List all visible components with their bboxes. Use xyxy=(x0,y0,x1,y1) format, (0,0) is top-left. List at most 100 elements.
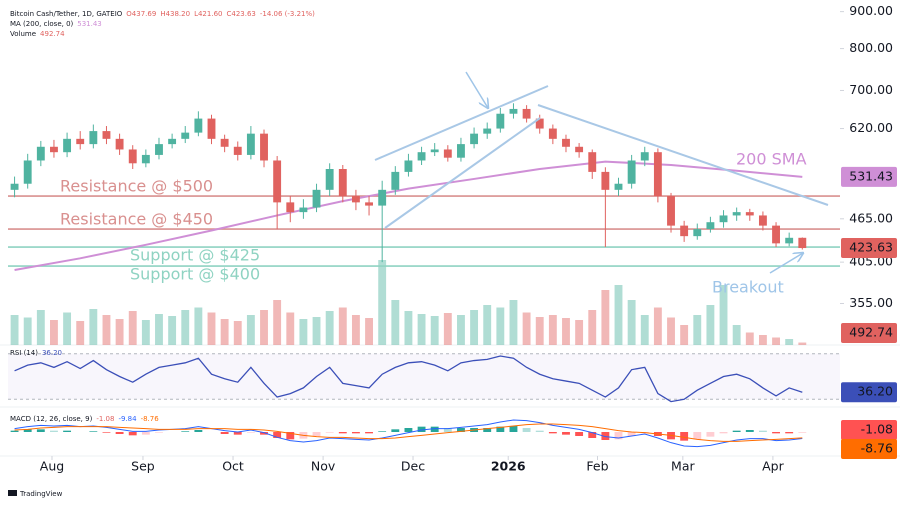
macd-histogram xyxy=(417,426,426,432)
macd-histogram xyxy=(601,432,610,440)
candle-body xyxy=(10,183,19,190)
rsi-label: RSI (14) xyxy=(10,349,38,357)
macd-hist-box xyxy=(841,420,897,440)
volume-bar xyxy=(338,307,347,345)
macd-histogram xyxy=(693,432,702,440)
y-tick-label: 355.00 xyxy=(849,295,893,310)
volume-bar xyxy=(417,314,426,345)
candle-body xyxy=(233,146,242,155)
macd-histogram xyxy=(588,432,597,438)
candle-body xyxy=(758,215,767,226)
volume-bar xyxy=(758,335,767,345)
macd-histogram xyxy=(772,432,780,434)
rsi-band xyxy=(8,353,840,400)
x-tick-label: Nov xyxy=(311,459,336,474)
x-tick-label: Dec xyxy=(401,459,425,474)
brand-text: TradingView xyxy=(19,490,63,498)
candle-body xyxy=(522,108,531,119)
volume-bar xyxy=(76,321,85,345)
candle-body xyxy=(194,118,203,133)
volume-value: 492.74 xyxy=(40,30,65,38)
x-tick-label: Feb xyxy=(586,459,608,474)
trend-line xyxy=(537,104,829,206)
volume-bar xyxy=(325,311,334,345)
candle-body xyxy=(155,144,163,155)
volume-bar xyxy=(732,325,741,345)
macd-histogram xyxy=(351,432,360,434)
macd-histogram xyxy=(365,432,373,434)
candle-body xyxy=(378,189,387,206)
y-tick-label: 700.00 xyxy=(849,82,893,97)
volume-bar xyxy=(640,315,649,345)
header-line: MA (200, close, 0) 531.43 xyxy=(10,20,102,28)
macd-histogram xyxy=(10,430,19,432)
candle-body xyxy=(548,128,557,139)
macd-histogram xyxy=(36,429,45,432)
macd-histogram xyxy=(115,432,124,434)
volume-bar xyxy=(10,315,19,345)
candle-body xyxy=(141,154,150,164)
candle-body xyxy=(588,152,597,172)
y-tick-label: 900.00 xyxy=(849,3,893,18)
candle-body xyxy=(299,207,308,213)
y-tick-label: 800.00 xyxy=(849,40,893,55)
volume-bar xyxy=(233,321,242,345)
brand: TradingView xyxy=(8,490,63,498)
rsi-line xyxy=(14,355,803,403)
volume-bar xyxy=(772,337,780,345)
candle-body xyxy=(50,146,58,153)
volume-bar xyxy=(627,300,636,345)
candle-body xyxy=(417,152,426,161)
symbol: Bitcoin Cash/Tether, 1D, GATEIO xyxy=(10,10,123,18)
macd-histogram xyxy=(233,432,242,435)
x-tick-label: Sep xyxy=(131,459,155,474)
macd-line xyxy=(14,419,803,448)
sma-label: 531.43 xyxy=(849,168,893,183)
trend-line xyxy=(374,85,549,161)
volume-bar xyxy=(745,332,754,345)
volume-bar xyxy=(220,319,229,345)
candle-body xyxy=(89,131,98,145)
macd-histogram xyxy=(430,426,439,432)
candle-body xyxy=(706,222,715,230)
volume-bar xyxy=(89,309,98,345)
macd-histogram xyxy=(338,432,347,434)
x-tick-label: Oct xyxy=(222,459,244,474)
annotation: Breakout xyxy=(712,278,784,297)
volume-bar xyxy=(430,316,439,345)
x-tick-label: 2026 xyxy=(491,459,526,474)
close-box xyxy=(841,238,897,259)
macd-histogram xyxy=(443,428,452,432)
candle-body xyxy=(430,149,439,153)
ohlc: O437.69 xyxy=(126,10,156,18)
macd-histogram xyxy=(522,428,531,432)
macd-histogram xyxy=(246,432,255,433)
volume-bar xyxy=(23,317,32,345)
y-tick-label: 620.00 xyxy=(849,120,893,135)
volume-bar xyxy=(36,310,45,345)
candle-body xyxy=(470,133,479,145)
volume-bar xyxy=(207,312,216,345)
candle-body xyxy=(23,160,32,184)
candle-body xyxy=(483,128,492,134)
macd-histogram xyxy=(614,432,623,440)
macd-label: MACD (12, 26, close, 9) xyxy=(10,415,93,423)
macd-histogram xyxy=(627,432,636,436)
volume-bar xyxy=(653,307,662,345)
macd-histogram xyxy=(220,432,229,434)
volume-bar xyxy=(404,311,413,345)
volume-bar xyxy=(693,315,702,345)
volume-bar xyxy=(260,310,268,345)
candle-body xyxy=(614,183,623,190)
macd-histogram xyxy=(785,432,794,434)
volume-bar xyxy=(457,315,465,345)
x-tick-label: Apr xyxy=(762,459,784,474)
candle-body xyxy=(575,146,584,153)
macd-histogram xyxy=(548,432,557,434)
candle-body xyxy=(667,196,675,226)
candle-body xyxy=(128,149,137,164)
candle-body xyxy=(496,113,505,129)
candle-body xyxy=(601,171,610,190)
ohlc: C423.63 xyxy=(226,10,255,18)
rsi-label: 36.20 xyxy=(857,384,893,399)
